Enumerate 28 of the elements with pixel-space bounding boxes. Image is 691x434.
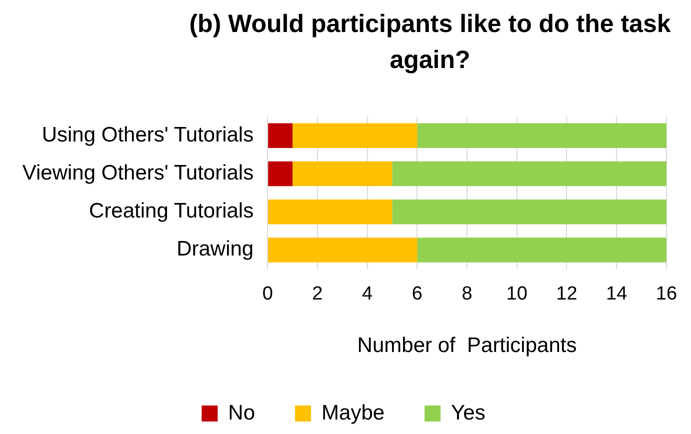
y-tick-label: Using Others' Tutorials	[42, 123, 254, 146]
x-tick-label: 4	[362, 284, 374, 305]
y-tick-label: Drawing	[176, 238, 254, 261]
x-tick-label: 6	[412, 284, 422, 305]
bar	[268, 161, 293, 186]
x-tick-label: 14	[606, 284, 628, 305]
bar	[417, 238, 666, 262]
x-tick-label: 16	[656, 284, 678, 305]
x-tick-label: 10	[506, 284, 528, 305]
y-tick-label: Viewing Others' Tutorials	[22, 162, 254, 185]
legend-label: No	[228, 401, 256, 424]
x-axis-title: Number of Participants	[357, 334, 577, 358]
x-tick-label: 2	[312, 284, 323, 305]
x-tick-label: 0	[262, 284, 273, 305]
y-tick-label: Creating Tutorials	[89, 200, 254, 223]
bar	[268, 199, 392, 224]
bar	[268, 238, 418, 262]
bar	[417, 123, 666, 148]
bar	[268, 123, 293, 148]
bar	[292, 161, 392, 186]
legend-label: Maybe	[322, 401, 385, 424]
x-tick-label: 12	[556, 284, 578, 305]
legend-label: Yes	[451, 401, 486, 424]
x-tick-label: 8	[462, 284, 472, 305]
bar	[292, 123, 418, 148]
chart-title: (b) Would participants like to do the task again?	[188, 9, 672, 76]
bar	[392, 199, 666, 224]
bar	[392, 161, 666, 186]
